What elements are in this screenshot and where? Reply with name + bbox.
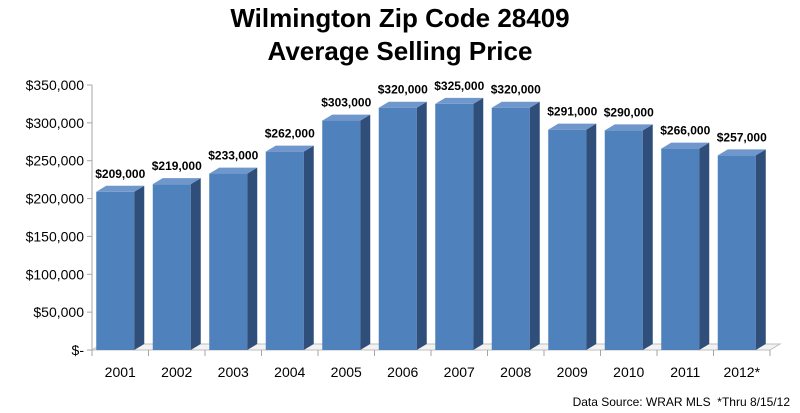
bar-top <box>548 123 597 130</box>
x-tick-label: 2004 <box>274 364 305 380</box>
x-tick-label: 2005 <box>331 364 362 380</box>
bar-side <box>360 114 371 350</box>
x-tick-label: 2008 <box>500 364 531 380</box>
x-tick-label: 2002 <box>161 364 192 380</box>
bar-side <box>642 124 653 350</box>
bar-top <box>209 167 258 174</box>
bar <box>548 129 587 350</box>
y-tick-label: $350,000 <box>26 77 85 93</box>
bar <box>209 173 248 350</box>
bar <box>491 107 530 350</box>
chart-subtitle: Average Selling Price <box>267 36 533 66</box>
bar-top <box>435 97 484 104</box>
y-tick-label: $50,000 <box>33 304 84 320</box>
bar <box>717 155 756 350</box>
x-tick-label: 2007 <box>444 364 475 380</box>
y-tick-label: $100,000 <box>26 266 85 282</box>
bar <box>152 184 191 350</box>
bar <box>604 130 643 350</box>
bar <box>661 148 700 350</box>
bar-top <box>378 101 427 108</box>
bar-top <box>265 145 314 152</box>
bar <box>435 103 474 350</box>
bar-side <box>529 101 540 350</box>
data-label: $303,000 <box>321 96 371 110</box>
data-label: $320,000 <box>491 83 541 97</box>
bar-side <box>586 123 597 351</box>
data-label: $290,000 <box>604 105 654 119</box>
bar-top <box>96 185 145 192</box>
bar-top <box>717 149 766 156</box>
data-label: $262,000 <box>265 127 315 141</box>
x-tick-label: 2011 <box>670 364 700 380</box>
bar-side <box>699 142 710 350</box>
x-tick-label: 2006 <box>387 364 418 380</box>
data-label: $219,000 <box>152 159 202 173</box>
x-tick-label: 2001 <box>105 364 136 380</box>
y-tick-label: $200,000 <box>26 191 85 207</box>
x-tick-label: 2010 <box>613 364 644 380</box>
bar-side <box>755 149 766 350</box>
bar-top <box>322 114 371 121</box>
data-label: $266,000 <box>660 124 710 138</box>
bar-top <box>152 178 201 185</box>
bar-side <box>190 178 201 350</box>
bar-side <box>247 167 258 350</box>
bar-side <box>303 145 314 350</box>
data-label: $325,000 <box>434 79 484 93</box>
x-tick-label: 2003 <box>218 364 249 380</box>
bar-top <box>491 101 540 108</box>
bar-side <box>416 101 427 350</box>
bar-top <box>661 142 710 149</box>
y-tick-label: $300,000 <box>26 115 85 131</box>
bar-top <box>604 124 653 131</box>
x-tick-label: 2009 <box>557 364 588 380</box>
data-label: $233,000 <box>208 149 258 163</box>
y-tick-label: $150,000 <box>26 228 85 244</box>
y-tick-label: $- <box>72 342 85 358</box>
data-source-note: Data Source: WRAR MLS *Thru 8/15/12 <box>572 395 790 409</box>
y-tick-label: $250,000 <box>26 153 85 169</box>
bar <box>378 107 417 350</box>
bar <box>96 191 135 350</box>
chart-title: Wilmington Zip Code 28409 Average Sellin… <box>0 2 800 68</box>
data-label: $257,000 <box>717 130 767 144</box>
data-label: $320,000 <box>378 83 428 97</box>
bar <box>322 120 361 350</box>
bar-side <box>134 185 145 350</box>
bar-side <box>473 97 484 350</box>
data-label: $291,000 <box>547 105 597 119</box>
chart-title-line-1: Wilmington Zip Code 28409 <box>230 3 570 33</box>
x-tick-label: 2012* <box>723 364 760 380</box>
data-label: $209,000 <box>95 167 145 181</box>
bar <box>265 151 304 350</box>
